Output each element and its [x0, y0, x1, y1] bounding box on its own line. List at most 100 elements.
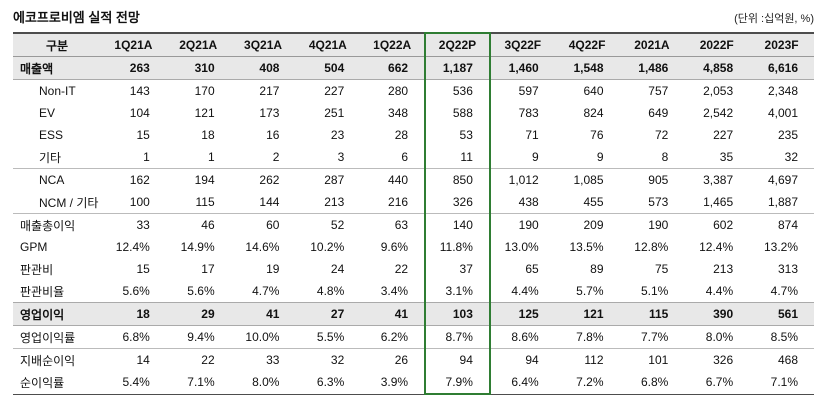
table-row: 매출액 263 310 408 504 662 1,187 1,460 1,548 1,486 4,…	[13, 56, 814, 80]
row-label: 영업이익률	[20, 330, 76, 345]
cell: 6.2%	[380, 330, 409, 344]
cell: 13.5%	[569, 240, 604, 254]
cell: 326	[684, 348, 750, 371]
table-row: ESS 15 18 16 23 28 53 71 76 72 227 235	[13, 124, 814, 146]
cell: 41	[360, 302, 426, 326]
table-row: 판관비 15 17 19 24 22 37 65 89 75 213 313	[13, 258, 814, 280]
cell: 7.7%	[640, 330, 669, 344]
cell: 101	[619, 348, 685, 371]
column-header: 1Q21A	[101, 33, 166, 57]
cell: 602	[684, 213, 750, 236]
cell: 217	[259, 84, 280, 98]
cell: 213	[713, 262, 734, 276]
row-label: 매출총이익	[13, 213, 101, 236]
cell: 5.1%	[640, 284, 669, 298]
cell: 3.4%	[380, 284, 409, 298]
cell: 53	[424, 124, 491, 146]
table-row: 영업이익률 6.8% 9.4% 10.0% 5.5% 6.2% 8.7% 8.6% 7.8% 7.…	[13, 325, 814, 349]
cell: 12.8%	[634, 240, 669, 254]
cell: 209	[554, 213, 620, 236]
column-header: 2Q22P	[424, 32, 491, 57]
cell: 640	[583, 84, 604, 98]
cell: 824	[583, 106, 604, 120]
unit-note: (단위 :십억원, %)	[734, 13, 814, 25]
table-row: 순이익률 5.4% 7.1% 8.0% 6.3% 3.9% 7.9% 6.4% 7.2% 6.8%…	[13, 371, 814, 395]
cell: 29	[165, 302, 231, 326]
cell: 3	[337, 150, 345, 164]
cell: 1,548	[554, 56, 620, 80]
cell: 1,187	[424, 56, 491, 80]
row-label: 영업이익	[13, 302, 101, 326]
table-row: 지배순이익 14 22 33 32 26 94 94 112 101 326 468	[13, 348, 814, 371]
cell: 227	[324, 84, 345, 98]
cell: 850	[424, 168, 491, 191]
column-header: 4Q21A	[295, 33, 361, 57]
column-header: 4Q22F	[554, 33, 620, 57]
cell: 103	[424, 302, 491, 326]
column-header-label: 구분	[13, 33, 101, 57]
table-row: 매출총이익 33 46 60 52 63 140 190 209 190 602 874	[13, 213, 814, 236]
cell: 251	[324, 106, 345, 120]
cell: 10.2%	[310, 240, 345, 254]
cell: 32	[295, 348, 361, 371]
cell: 28	[394, 128, 409, 142]
cell: 874	[749, 213, 814, 236]
cell: 6.3%	[316, 375, 345, 390]
cell: 440	[360, 168, 426, 191]
cell: 438	[518, 195, 539, 209]
cell: 46	[165, 213, 231, 236]
cell: 33	[230, 348, 296, 371]
cell: 4.7%	[252, 284, 280, 298]
cell: 262	[230, 168, 296, 191]
cell: 213	[324, 195, 345, 209]
cell: 390	[684, 302, 750, 326]
cell: 5.6%	[122, 284, 150, 298]
cell: 1,887	[767, 195, 798, 209]
row-label: Non-IT	[39, 84, 76, 98]
cell: 757	[648, 84, 669, 98]
cell: 4,858	[684, 56, 750, 80]
cell: 13.2%	[763, 240, 798, 254]
cell: 7.8%	[576, 330, 604, 344]
cell: 14.6%	[245, 240, 280, 254]
cell: 504	[295, 56, 361, 80]
cell: 115	[619, 302, 685, 326]
cell: 6,616	[749, 56, 814, 80]
row-label: 기타	[39, 150, 62, 165]
row-label: 판관비	[20, 262, 54, 277]
cell: 649	[648, 106, 669, 120]
cell: 32	[784, 150, 798, 164]
cell: 8.6%	[511, 330, 539, 344]
cell: 4.8%	[316, 284, 345, 298]
row-label: ESS	[39, 128, 64, 142]
cell: 100	[129, 195, 150, 209]
row-label: 순이익률	[20, 375, 65, 390]
cell: 140	[424, 213, 491, 236]
cell: 8	[661, 150, 669, 164]
cell: 190	[489, 213, 555, 236]
cell: 26	[360, 348, 426, 371]
row-label: 지배순이익	[13, 348, 101, 371]
cell: 162	[101, 168, 166, 191]
cell: 310	[165, 56, 231, 80]
cell: 33	[101, 213, 166, 236]
column-header: 3Q21A	[230, 33, 296, 57]
column-header: 3Q22F	[489, 33, 555, 57]
cell: 16	[266, 128, 280, 142]
cell: 35	[719, 150, 734, 164]
cell: 9.6%	[380, 240, 409, 254]
cell: 89	[590, 262, 604, 276]
cell: 4.4%	[511, 284, 539, 298]
cell: 4.7%	[770, 284, 798, 298]
cell: 94	[424, 348, 491, 371]
cell: 115	[195, 195, 215, 209]
cell: 7.9%	[424, 371, 491, 395]
cell: 10.0%	[245, 330, 280, 344]
cell: 9.4%	[187, 330, 215, 344]
cell: 23	[330, 128, 345, 142]
cell: 573	[648, 195, 669, 209]
cell: 11	[424, 146, 491, 169]
table-row: Non-IT 143 170 217 227 280 536 597 640 757 2,053 2,…	[13, 79, 814, 102]
cell: 4,697	[749, 168, 814, 191]
column-header: 2022F	[684, 33, 750, 57]
